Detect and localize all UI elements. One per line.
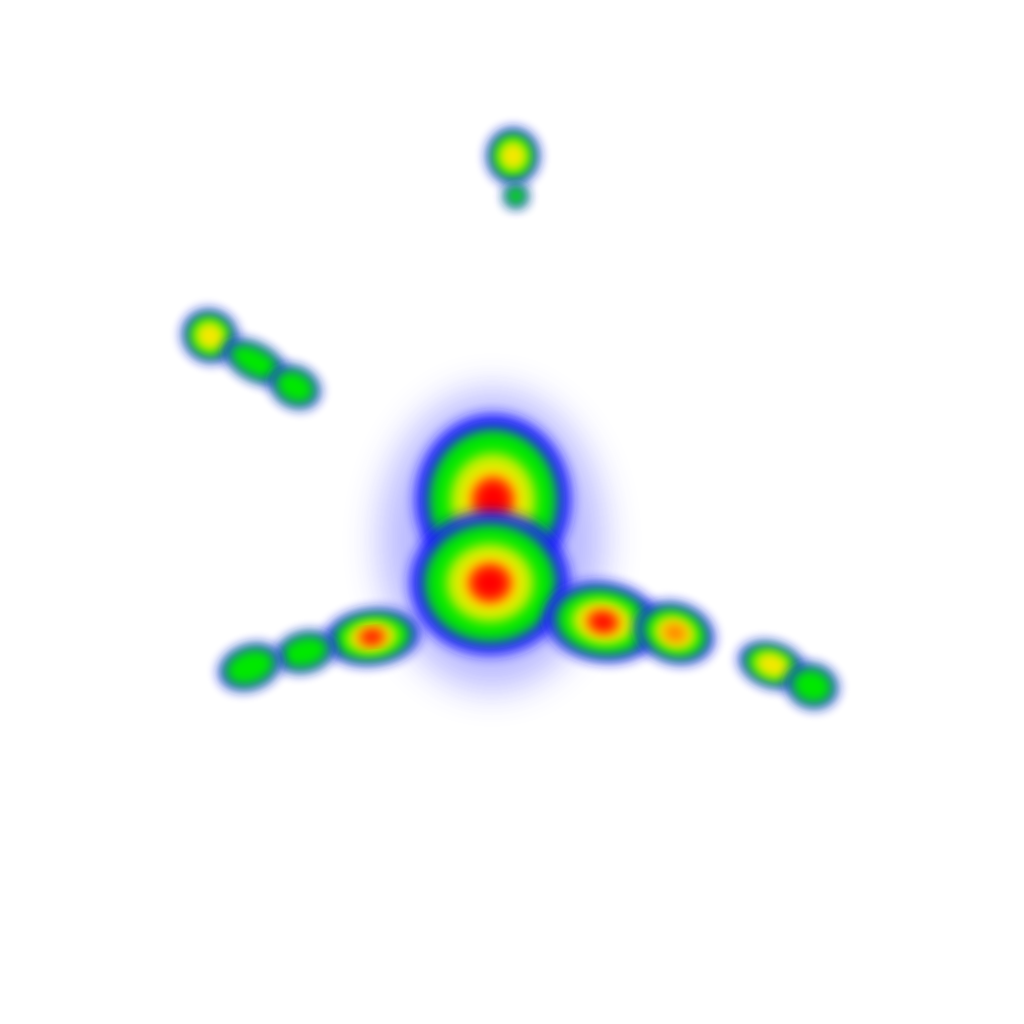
hotspot-ring	[280, 635, 330, 669]
hotspot-left-wing-segment-a	[182, 309, 238, 363]
hotspot-right-branch-hot	[545, 581, 661, 663]
hotspot-body-lower	[410, 511, 570, 655]
hotspot-ring	[506, 186, 526, 206]
hotspot-ring	[472, 567, 508, 599]
hotspot-ring	[224, 647, 276, 687]
hotspot-left-wing-segment-c	[270, 365, 320, 409]
hotspot-left-branch-hot	[324, 608, 420, 666]
hotspot-ring	[503, 145, 523, 167]
hotspot-top-point-tail	[504, 184, 528, 208]
hotspot-ring	[664, 624, 686, 642]
hotspot-left-branch-tip	[219, 643, 281, 691]
hotspot-left-branch-mid	[275, 631, 335, 673]
hotspot-ring	[590, 613, 616, 631]
hotspot-ring	[274, 369, 316, 405]
hotspot-ring	[199, 325, 221, 347]
hotspot-ring	[759, 656, 785, 674]
heatmap-blobs	[182, 128, 838, 709]
hotspot-ring	[790, 667, 834, 705]
hotspot-right-tip-b	[786, 663, 838, 709]
hotspot-ring	[229, 343, 281, 381]
hotspot-left-wing-segment-b	[223, 339, 287, 385]
hotspot-top-point	[487, 128, 539, 184]
hotspot-right-branch-mid	[635, 601, 715, 665]
hotspot-ring	[361, 630, 383, 644]
hotspot-ring	[475, 481, 511, 519]
